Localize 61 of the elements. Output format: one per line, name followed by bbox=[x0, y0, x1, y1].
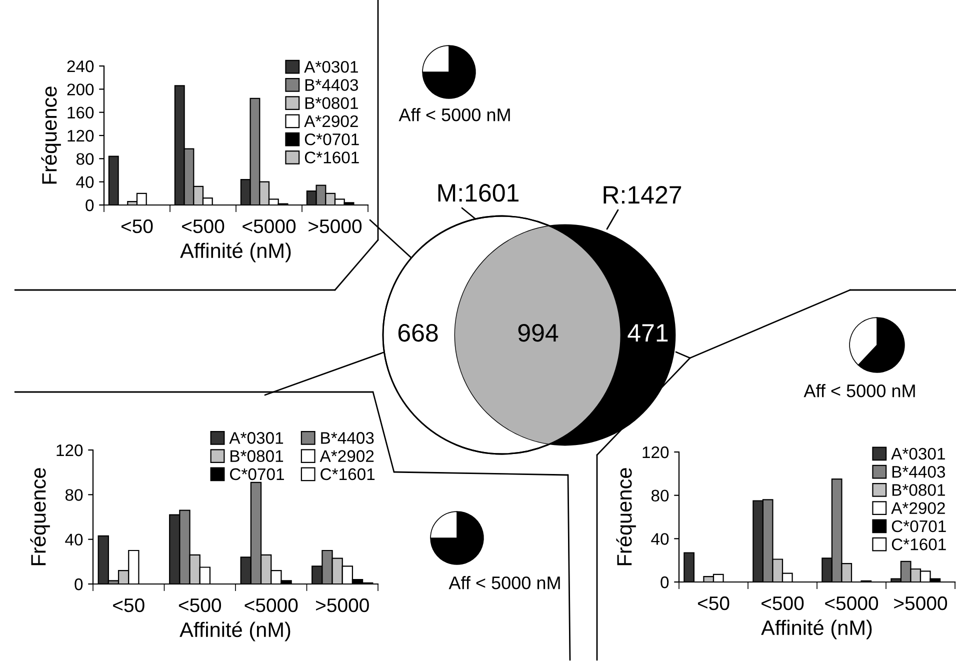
y-tick-label: 120 bbox=[56, 444, 83, 456]
text: Aff < 5000 nM bbox=[398, 108, 510, 122]
legend-label: B*0801 bbox=[230, 450, 284, 462]
y-tick-label: 120 bbox=[68, 130, 94, 142]
legend-label: A*0301 bbox=[891, 448, 945, 460]
legend-label: B*4403 bbox=[892, 466, 946, 478]
y-tick-label: 80 bbox=[65, 489, 83, 501]
y-tick-label: 40 bbox=[65, 534, 83, 546]
text: R:1427 bbox=[604, 186, 682, 204]
x-tick-label: >5000 bbox=[894, 596, 948, 610]
legend-label: A*2902 bbox=[304, 115, 358, 128]
legend-label: B*4403 bbox=[305, 79, 358, 91]
x-tick-label: <5000 bbox=[825, 596, 878, 610]
x-tick-label: <50 bbox=[698, 596, 730, 610]
text: 471 bbox=[628, 324, 668, 342]
y-tick-label: 0 bbox=[74, 578, 83, 590]
y-axis-title: Fréquence bbox=[41, 86, 61, 184]
y-tick-label: 240 bbox=[67, 60, 94, 72]
legend-label: A*0301 bbox=[229, 432, 284, 444]
legend-label: A*2902 bbox=[891, 502, 945, 514]
text: 994 bbox=[518, 324, 558, 342]
legend-label: C*1601 bbox=[320, 468, 375, 480]
x-tick-label: <50 bbox=[121, 219, 153, 234]
x-tick-label: <500 bbox=[762, 596, 804, 610]
y-tick-label: 40 bbox=[76, 176, 94, 188]
x-tick-label: <5000 bbox=[244, 598, 298, 612]
legend-label: C*0701 bbox=[230, 468, 284, 480]
legend-label: B*0801 bbox=[892, 484, 945, 496]
x-tick-label: <500 bbox=[178, 598, 222, 612]
legend-label: B*0801 bbox=[305, 97, 358, 110]
y-axis-title: Fréquence bbox=[30, 468, 50, 566]
y-tick-label: 120 bbox=[642, 446, 669, 458]
x-axis-title: Affinité (nM) bbox=[761, 620, 872, 640]
text: M:1601 bbox=[438, 184, 518, 202]
legend-label: C*0701 bbox=[892, 520, 946, 532]
y-tick-label: 40 bbox=[651, 533, 669, 545]
y-tick-label: 160 bbox=[68, 106, 94, 119]
y-tick-label: 80 bbox=[76, 153, 94, 165]
legend-label: C*1601 bbox=[304, 152, 359, 164]
x-tick-label: >5000 bbox=[316, 598, 369, 612]
legend-label: C*1601 bbox=[892, 538, 946, 550]
pie-slice bbox=[422, 45, 476, 99]
y-tick-label: 0 bbox=[660, 576, 669, 588]
y-tick-label: 0 bbox=[86, 199, 94, 212]
text: 668 bbox=[398, 324, 438, 342]
legend-label: A*2902 bbox=[320, 450, 374, 462]
text: Aff < 5000 nM bbox=[804, 384, 915, 398]
y-tick-label: 80 bbox=[651, 490, 669, 502]
text: Aff < 5000 nM bbox=[448, 576, 560, 590]
x-axis-title: Affinité (nM) bbox=[180, 242, 291, 262]
pie-slice bbox=[430, 511, 484, 565]
x-tick-label: >5000 bbox=[308, 219, 362, 234]
x-tick-label: <5000 bbox=[242, 219, 296, 234]
legend-label: B*4403 bbox=[321, 432, 374, 444]
y-tick-label: 200 bbox=[67, 84, 94, 96]
legend-label: A*0301 bbox=[304, 60, 358, 73]
y-axis-title: Fréquence bbox=[616, 468, 636, 566]
x-axis-title: Affinité (nM) bbox=[180, 622, 290, 642]
x-tick-label: <500 bbox=[182, 219, 224, 234]
x-tick-label: <50 bbox=[113, 598, 144, 612]
legend-label: C*0701 bbox=[304, 133, 359, 146]
